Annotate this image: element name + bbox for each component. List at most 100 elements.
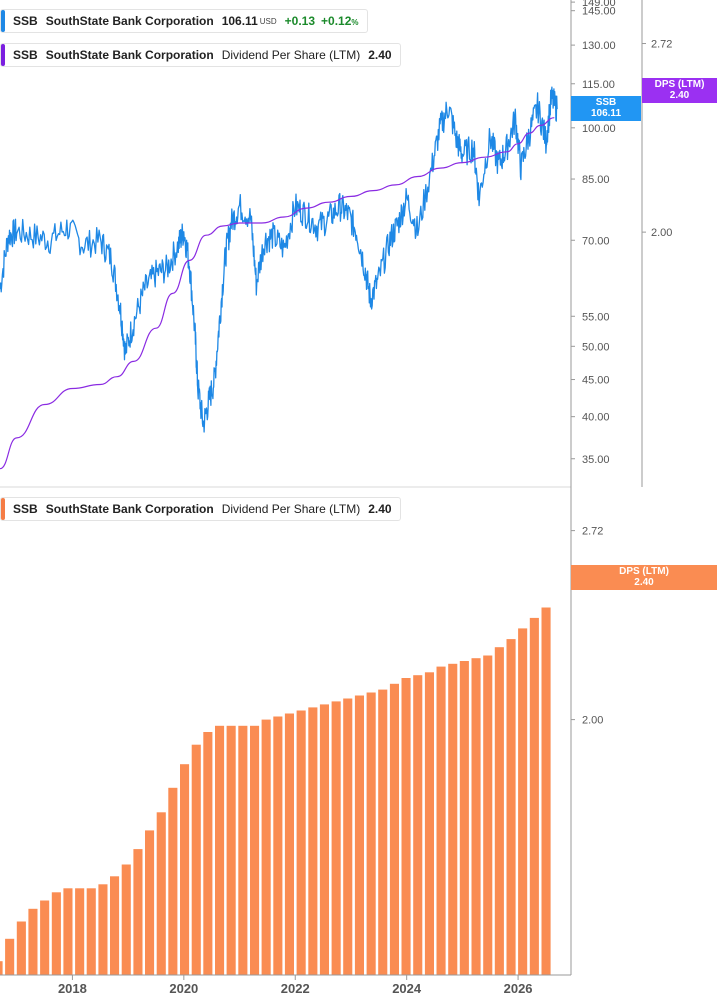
price-y-tick-label: 35.00 — [582, 454, 610, 466]
dps-bar — [518, 628, 528, 975]
dps-legend-top-ticker: SSB — [13, 48, 38, 62]
price-tag-value: 106.11 — [590, 108, 622, 119]
dps-bar — [145, 830, 155, 975]
dps-legend-bottom[interactable]: SSB SouthState Bank Corporation Dividend… — [0, 497, 401, 521]
price-legend-price: 106.11 — [221, 14, 258, 28]
dps-tag-top: DPS (LTM) 2.40 — [642, 78, 717, 103]
dps-tag-top-value: 2.40 — [669, 90, 690, 101]
x-tick-label: 2018 — [58, 981, 87, 996]
dps-bar — [261, 719, 271, 975]
dps-legend-bottom-ticker: SSB — [13, 502, 38, 516]
dps-bar — [343, 698, 353, 975]
price-legend-ticker: SSB — [13, 14, 38, 28]
dps-bar — [494, 647, 504, 975]
price-tag: SSB 106.11 — [571, 96, 641, 121]
dps-bar — [168, 787, 178, 975]
dps-tag-bottom: DPS (LTM) 2.40 — [571, 565, 717, 590]
price-y-tick-label: 149.00 — [582, 0, 616, 9]
dps-bar — [191, 744, 201, 975]
dps-bar — [354, 695, 364, 975]
axes: 35.00 40.00 45.00 50.00 55.00 70.00 85.00 100.0… — [0, 0, 672, 996]
dps-bar — [483, 655, 493, 975]
price-legend-name: SouthState Bank Corporation — [45, 14, 214, 28]
dps-legend-bottom-swatch — [1, 498, 5, 520]
price-y-tick-label: 130.00 — [582, 40, 616, 52]
price-panel — [0, 86, 558, 470]
dps-bar — [51, 892, 61, 975]
dps-y-tick-label: 2.00 — [651, 227, 672, 239]
dps-bar — [413, 675, 423, 975]
price-y-tick-label: 45.00 — [582, 375, 610, 387]
dps-bar — [63, 888, 73, 975]
price-legend-change: +0.13 — [284, 14, 316, 28]
dps-bar — [296, 710, 306, 975]
dps-bar — [389, 683, 399, 975]
price-y-tick-label: 50.00 — [582, 341, 610, 353]
dps-bar — [436, 666, 446, 975]
dps-bar — [319, 704, 329, 975]
price-y-tick-label: 145.00 — [582, 6, 616, 18]
dps-bar-panel — [0, 607, 551, 975]
price-series-line — [0, 86, 558, 433]
price-y-tick-label: 85.00 — [582, 174, 610, 186]
dps-bar — [541, 607, 551, 975]
dps-bar — [308, 707, 318, 975]
x-tick-label: 2020 — [169, 981, 198, 996]
dps-bar — [86, 888, 96, 975]
dps-bar — [5, 938, 15, 975]
bar-y-tick-label: 2.00 — [582, 715, 603, 727]
dps-bar — [250, 725, 260, 975]
dps-legend-top-value: 2.40 — [368, 48, 392, 62]
x-tick-label: 2022 — [281, 981, 310, 996]
dps-bar — [459, 661, 469, 975]
dps-bar — [98, 884, 108, 975]
dps-y-tick-label: 2.72 — [651, 39, 672, 51]
dps-bar — [284, 713, 294, 975]
dps-bar — [401, 678, 411, 975]
price-y-tick-label: 115.00 — [582, 79, 615, 91]
dps-tag-bottom-label: DPS (LTM) — [619, 566, 669, 577]
dps-bar — [366, 692, 376, 975]
dps-bar — [110, 876, 120, 975]
dps-legend-top-metric: Dividend Per Share (LTM) — [221, 48, 361, 62]
dps-legend-top-swatch — [1, 44, 5, 66]
price-tag-label: SSB — [595, 97, 617, 108]
price-legend-swatch — [1, 10, 5, 32]
dps-bar — [448, 663, 458, 975]
dps-tag-top-label: DPS (LTM) — [654, 79, 705, 90]
dps-bar — [133, 849, 143, 975]
price-legend-change-pct: +0.12% — [321, 14, 359, 28]
dps-bar — [238, 725, 248, 975]
dps-legend-bottom-name: SouthState Bank Corporation — [45, 502, 214, 516]
dps-legend-top[interactable]: SSB SouthState Bank Corporation Dividend… — [0, 43, 401, 67]
dps-bar — [226, 725, 236, 975]
dps-bar — [203, 732, 213, 975]
dps-bar — [28, 908, 38, 975]
dps-bar — [40, 900, 50, 975]
dps-bar — [331, 701, 341, 975]
price-legend-currency: USD — [259, 16, 277, 26]
dps-bar — [16, 921, 26, 975]
dps-bar — [156, 812, 166, 975]
price-y-tick-label: 100.00 — [582, 123, 616, 135]
price-y-tick-label: 70.00 — [582, 235, 610, 247]
dps-legend-top-name: SouthState Bank Corporation — [45, 48, 214, 62]
price-y-tick-label: 55.00 — [582, 311, 610, 323]
dps-bar — [471, 658, 481, 975]
x-tick-label: 2024 — [392, 981, 422, 996]
dps-bar — [215, 725, 225, 975]
dps-series-line — [0, 117, 555, 470]
dps-bar — [121, 864, 131, 975]
dps-legend-bottom-metric: Dividend Per Share (LTM) — [221, 502, 361, 516]
dps-bar — [424, 672, 434, 975]
dps-bar — [75, 888, 85, 975]
price-y-tick-label: 40.00 — [582, 412, 610, 424]
dps-bar — [378, 689, 388, 975]
dps-legend-bottom-value: 2.40 — [368, 502, 392, 516]
dps-bar — [273, 716, 283, 975]
x-tick-label: 2026 — [504, 981, 533, 996]
dps-bar — [529, 617, 539, 975]
price-legend[interactable]: SSB SouthState Bank Corporation 106.11 U… — [0, 9, 368, 33]
bar-y-tick-label: 2.72 — [582, 526, 603, 538]
